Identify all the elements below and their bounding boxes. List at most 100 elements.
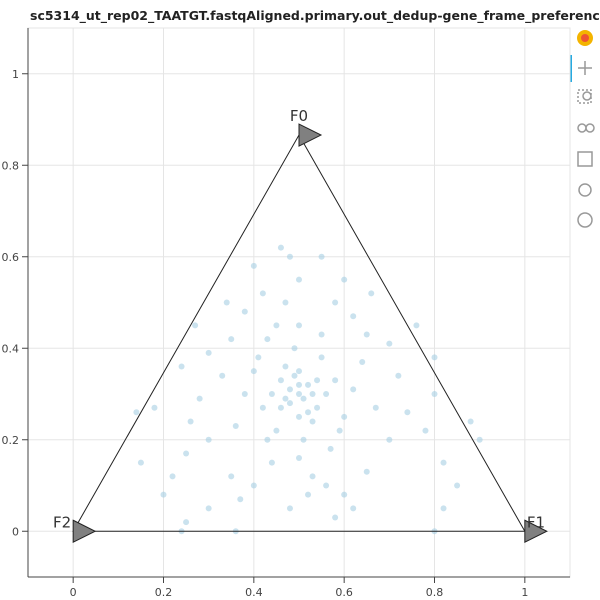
point <box>350 313 357 320</box>
point <box>296 368 302 375</box>
x-tick-label: 0.6 <box>335 586 353 599</box>
point <box>440 459 447 466</box>
vertex-marker <box>524 519 548 544</box>
point <box>296 322 302 329</box>
y-tick-label: 0.4 <box>2 342 20 355</box>
y-tick-label: 0.6 <box>2 251 20 264</box>
point <box>332 299 339 306</box>
point <box>232 423 239 430</box>
point <box>296 276 302 283</box>
point <box>341 276 348 283</box>
triangle-outline <box>72 134 526 532</box>
point <box>314 377 321 384</box>
point <box>363 468 370 475</box>
point <box>327 445 334 452</box>
point <box>413 322 420 329</box>
point <box>273 322 280 329</box>
point <box>228 473 235 480</box>
point <box>268 459 275 466</box>
point <box>187 418 194 425</box>
point <box>286 400 293 407</box>
wheel-zoom-tool[interactable] <box>577 123 595 133</box>
point <box>228 336 235 343</box>
point <box>350 386 357 393</box>
point <box>183 450 190 457</box>
point <box>205 349 212 356</box>
point <box>323 482 330 489</box>
point <box>286 386 293 393</box>
point <box>318 354 325 361</box>
point <box>300 436 307 443</box>
y-tick-label: 0.8 <box>2 159 20 172</box>
point <box>350 505 357 512</box>
point <box>422 427 429 434</box>
point <box>259 404 266 411</box>
point <box>386 436 393 443</box>
point <box>277 377 284 384</box>
point <box>296 413 302 420</box>
box-zoom-tool[interactable] <box>577 89 592 104</box>
point <box>372 404 379 411</box>
point <box>296 381 302 388</box>
vertex-marker <box>72 519 97 544</box>
point <box>404 409 411 416</box>
point <box>296 455 302 462</box>
point <box>264 436 271 443</box>
point <box>454 482 461 489</box>
point <box>282 363 289 370</box>
point <box>431 354 438 361</box>
point <box>219 372 226 379</box>
save-tool[interactable] <box>577 151 593 167</box>
point <box>250 262 257 269</box>
point <box>137 459 144 466</box>
point <box>151 404 158 411</box>
point <box>305 381 312 388</box>
x-tick-label: 1 <box>521 586 528 599</box>
point <box>291 372 298 379</box>
point <box>291 345 298 352</box>
point <box>223 299 230 306</box>
point <box>336 427 343 434</box>
point <box>368 290 375 297</box>
vertex-label: F2 <box>53 513 71 531</box>
x-tick-label: 0.2 <box>155 586 173 599</box>
point <box>305 491 312 498</box>
point <box>237 496 244 503</box>
x-tick-label: 0.4 <box>245 586 263 599</box>
point <box>264 336 271 343</box>
point <box>286 253 293 260</box>
reset-tool[interactable] <box>578 183 592 197</box>
point <box>160 491 167 498</box>
point <box>196 395 203 402</box>
point <box>386 340 393 347</box>
point <box>323 391 330 397</box>
point <box>467 418 474 425</box>
point <box>277 404 284 411</box>
point <box>296 391 302 397</box>
point <box>359 358 366 365</box>
help-tool[interactable] <box>577 212 593 228</box>
point <box>241 391 248 397</box>
point <box>332 377 339 384</box>
point <box>300 395 307 402</box>
point <box>309 391 316 397</box>
point <box>241 308 248 315</box>
point <box>309 418 316 425</box>
point <box>183 519 190 526</box>
point <box>341 413 348 420</box>
pan-tool[interactable] <box>578 61 592 75</box>
point <box>395 372 402 379</box>
x-tick-label: 0.8 <box>426 586 444 599</box>
point <box>259 290 266 297</box>
point <box>277 244 284 251</box>
point <box>431 391 438 397</box>
toolbar <box>570 30 595 228</box>
point <box>192 322 199 329</box>
point <box>309 473 316 480</box>
point <box>169 473 176 480</box>
point <box>205 505 212 512</box>
vertex-marker <box>298 123 323 147</box>
point <box>282 395 289 402</box>
point <box>363 331 370 338</box>
